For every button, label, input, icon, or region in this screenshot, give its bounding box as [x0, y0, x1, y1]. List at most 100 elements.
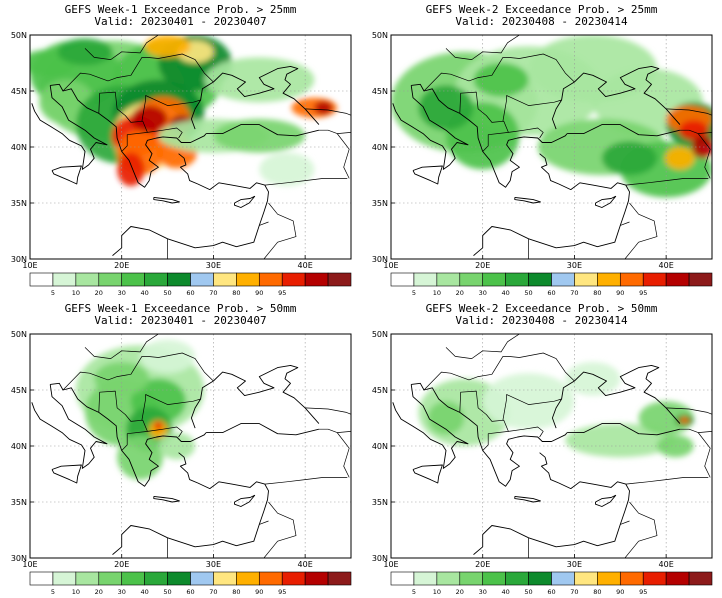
country-border: [84, 334, 159, 359]
colorbar-label: 30: [479, 588, 487, 596]
lat-tick-label: 30N: [11, 554, 27, 563]
precip-area: [427, 401, 465, 435]
country-border: [141, 95, 201, 122]
precip-area: [213, 119, 306, 153]
colorbar-swatch: [281, 571, 306, 586]
country-border: [259, 221, 269, 226]
colorbar-swatch: [190, 272, 214, 287]
colorbar-swatch: [597, 272, 621, 287]
colorbar-swatch: [327, 571, 352, 586]
colorbar-label: 80: [593, 588, 601, 596]
country-border: [445, 35, 520, 60]
colorbar-swatch: [413, 272, 438, 287]
colorbar-label: 60: [547, 588, 555, 596]
colorbar-swatch: [281, 272, 306, 287]
country-border: [263, 202, 297, 259]
country-border: [147, 127, 183, 139]
colorbar-swatch: [390, 272, 415, 287]
country-border: [336, 432, 350, 478]
country-border: [336, 133, 350, 179]
colorbar-swatch: [436, 571, 461, 586]
coastline: [595, 195, 617, 208]
colorbar-swatch: [144, 571, 168, 586]
panel-title: GEFS Week-1 Exceedance Prob. > 50mm: [64, 302, 297, 315]
geography: [392, 334, 712, 558]
lon-tick-label: 10E: [22, 560, 37, 569]
colorbar-label: 50: [524, 588, 532, 596]
colorbar-swatch: [167, 272, 191, 287]
colorbar-swatch: [642, 272, 667, 287]
precip-area: [601, 141, 657, 175]
colorbar-swatch: [528, 272, 552, 287]
colorbar-swatch: [75, 571, 100, 586]
coastline: [567, 423, 681, 436]
lon-tick-label: 20E: [114, 560, 129, 569]
country-border: [624, 202, 658, 259]
colorbar-label: 50: [163, 289, 171, 297]
colorbar-swatch: [190, 571, 214, 586]
colorbar-swatch: [390, 571, 415, 586]
colorbar-label: 90: [255, 588, 263, 596]
colorbar-label: 10: [72, 289, 80, 297]
coastline: [51, 464, 82, 484]
country-border: [263, 501, 297, 558]
precip-area: [691, 135, 712, 159]
country-border: [445, 334, 520, 359]
coastline: [206, 124, 320, 137]
country-border: [459, 390, 509, 451]
lon-tick-label: 30E: [567, 261, 582, 270]
country-border: [62, 53, 214, 92]
colorbar-label: 95: [278, 289, 286, 297]
coastline: [411, 382, 568, 487]
colorbar-label: 20: [95, 289, 103, 297]
precip-area: [482, 373, 575, 430]
colorbar-label: 5: [51, 588, 55, 596]
colorbar-label: 80: [232, 588, 240, 596]
graticule: [30, 35, 351, 259]
panel-week1-50mm: GEFS Week-1 Exceedance Prob. > 50mm Vali…: [0, 299, 361, 598]
colorbar-label: 70: [209, 289, 217, 297]
precip-field: [75, 339, 205, 480]
country-border: [98, 91, 148, 152]
lon-tick-label: 10E: [383, 560, 398, 569]
colorbar-label: 90: [616, 289, 624, 297]
lat-tick-label: 35N: [11, 498, 27, 507]
panel-title: GEFS Week-2 Exceedance Prob. > 25mm: [425, 3, 658, 16]
country-border: [508, 127, 544, 139]
panel-title: GEFS Week-2 Exceedance Prob. > 50mm: [425, 302, 658, 315]
lon-tick-label: 20E: [475, 560, 490, 569]
lon-tick-label: 30E: [567, 560, 582, 569]
coastline: [112, 153, 269, 256]
colorbar-label: 30: [118, 289, 126, 297]
colorbar-swatch: [121, 272, 145, 287]
lon-tick-label: 40E: [298, 560, 313, 569]
country-border: [697, 133, 711, 179]
coastline: [190, 65, 320, 130]
coastline: [153, 196, 180, 204]
lon-tick-label: 40E: [298, 261, 313, 270]
precip-area: [665, 147, 695, 170]
precip-area: [473, 63, 529, 97]
colorbar-label: 90: [616, 588, 624, 596]
panel-week1-25mm: GEFS Week-1 Exceedance Prob. > 25mm Vali…: [0, 0, 361, 299]
colorbar-swatch: [574, 272, 598, 287]
precip-area: [314, 101, 333, 115]
colorbar-swatch: [258, 272, 283, 287]
colorbar-label: 30: [118, 588, 126, 596]
colorbar-swatch: [327, 272, 352, 287]
coastline: [153, 495, 180, 503]
colorbar-swatch: [98, 571, 123, 586]
graticule: [391, 334, 712, 558]
country-border: [666, 407, 712, 433]
panel-valid-dates: Valid: 20230408 - 20230414: [455, 15, 628, 28]
lon-tick-label: 10E: [383, 261, 398, 270]
colorbar-label: 20: [456, 588, 464, 596]
colorbar-label: 95: [278, 588, 286, 596]
coastline: [392, 85, 469, 170]
coastline: [50, 83, 207, 188]
country-border: [259, 520, 269, 525]
colorbar-label: 10: [433, 588, 441, 596]
coastline: [51, 165, 82, 185]
